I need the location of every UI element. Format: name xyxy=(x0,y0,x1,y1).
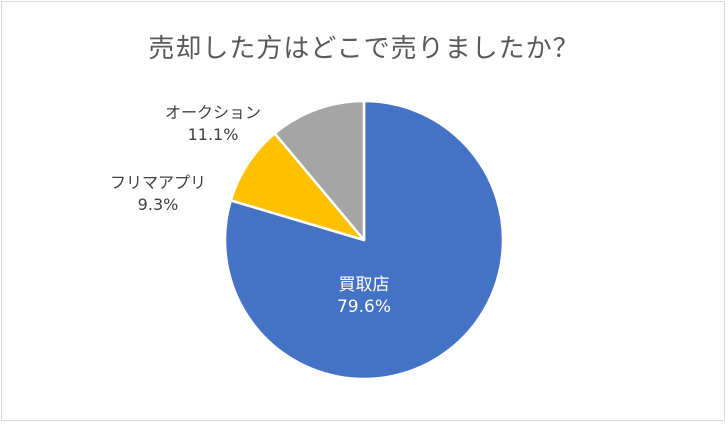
chart-title: 売却した方はどこで売りましたか？ xyxy=(148,34,580,64)
slice-label-value-1: 79.6% xyxy=(337,297,391,317)
slice-label-value-2: 9.3% xyxy=(138,195,179,214)
slice-label-name-1: 買取店 xyxy=(339,275,390,295)
pie-slice-3 xyxy=(273,99,366,242)
slice-label-name-2: フリマアプリ xyxy=(110,173,206,192)
slice-label-name-3: オークション xyxy=(165,103,261,122)
pie-slice-1 xyxy=(223,99,505,381)
pie-slice-2 xyxy=(229,132,366,242)
slice-label-value-3: 11.1% xyxy=(188,125,239,144)
